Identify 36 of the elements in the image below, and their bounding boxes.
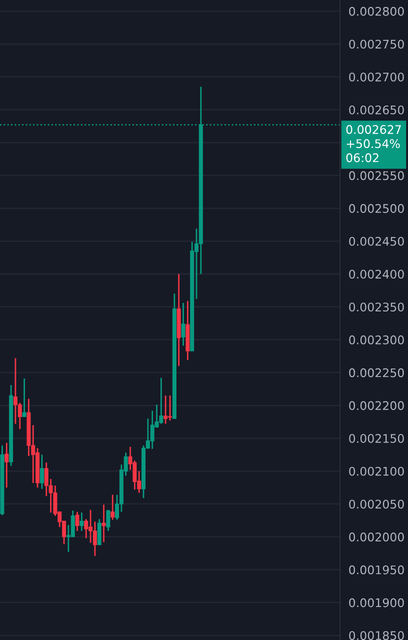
candlestick (22, 378, 26, 418)
candlestick (92, 521, 97, 557)
candlestick (84, 518, 88, 539)
ref-line-label: 0.002627 +50.54% 06:02 (346, 125, 401, 162)
candlestick (70, 510, 75, 538)
y-tick-label: 0.002650 (349, 105, 404, 114)
candlestick (181, 302, 186, 346)
y-tick-label: 0.002550 (349, 171, 404, 180)
y-tick-label: 0.002500 (349, 204, 404, 213)
candlestick (168, 394, 172, 422)
candlestick (159, 377, 164, 425)
candlestick (75, 511, 80, 532)
candlestick (97, 518, 102, 546)
y-tick-label: 0.002300 (349, 335, 404, 344)
candlestick (106, 509, 110, 532)
y-tick-label: 0.001900 (349, 598, 404, 608)
candlestick (102, 504, 106, 543)
y-tick-label: 0.001850 (349, 631, 404, 640)
y-tick-label: 0.002150 (349, 434, 404, 443)
y-tick-label: 0.002000 (349, 532, 404, 542)
y-tick-label: 0.002050 (349, 500, 404, 509)
candlestick (4, 442, 9, 488)
candlestick (40, 454, 44, 490)
candlestick (110, 494, 115, 520)
y-tick-label: 0.002750 (349, 40, 404, 49)
y-tick-label: 0.002700 (349, 72, 404, 82)
y-tick-label: 0.002400 (349, 270, 404, 279)
y-tick-label: 0.002450 (349, 236, 404, 246)
y-tick-label: 0.002800 (349, 6, 404, 16)
candlestick (80, 512, 84, 532)
y-tick-label: 0.002200 (349, 401, 404, 410)
candlestick (164, 394, 168, 425)
y-tick-label: 0.002250 (349, 368, 404, 378)
y-tick-label: 0.001950 (349, 565, 404, 574)
y-tick-label: 0.002350 (349, 302, 404, 312)
y-tick-label: 0.002100 (349, 466, 404, 476)
